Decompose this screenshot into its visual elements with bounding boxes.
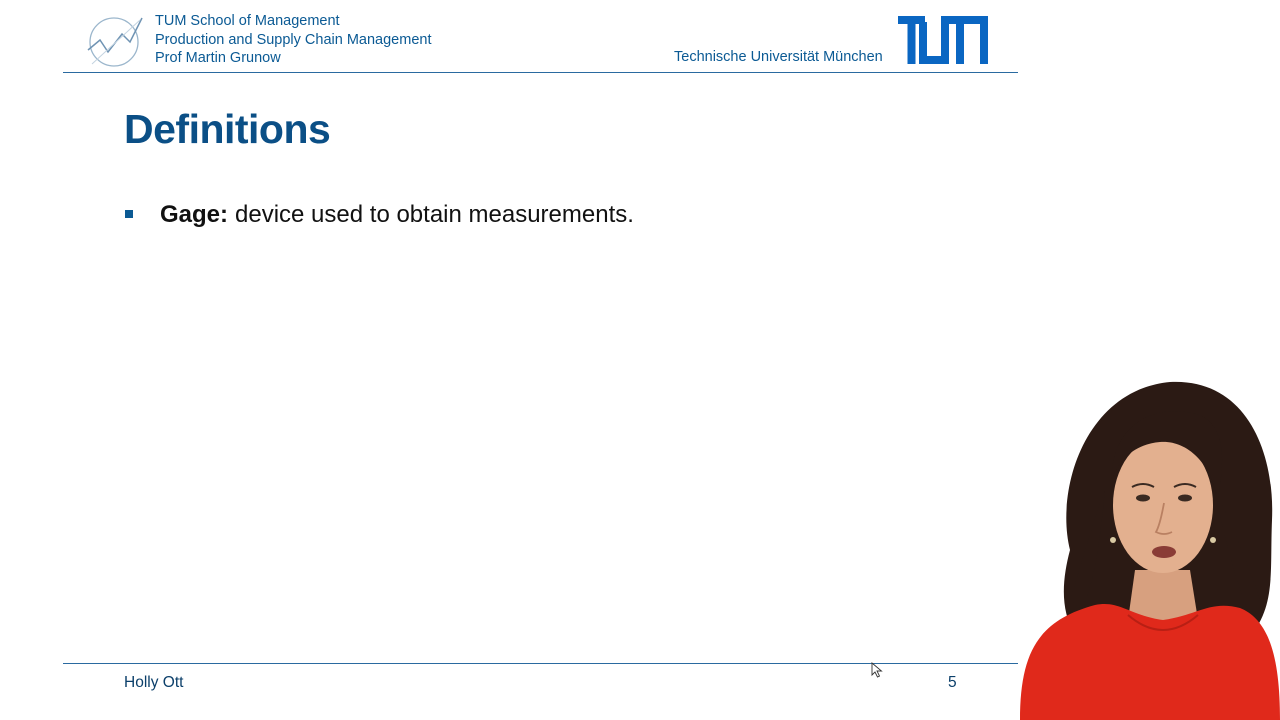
lecture-slide: TUM School of Management Production and … xyxy=(63,12,1018,691)
slide-title: Definitions xyxy=(124,106,331,152)
chair-name: Production and Supply Chain Management xyxy=(155,31,432,48)
header-divider xyxy=(63,72,1018,73)
bullet-square-icon xyxy=(125,210,133,218)
header-affiliation: TUM School of Management Production and … xyxy=(155,12,431,68)
page-number: 5 xyxy=(948,674,957,691)
presenter-video xyxy=(1020,381,1280,720)
bullet-item: Gage: device used to obtain measurements… xyxy=(125,201,634,229)
mouse-cursor-icon xyxy=(871,662,883,678)
university-name: Technische Universität München xyxy=(674,49,883,65)
footer-divider xyxy=(63,663,1018,664)
footer-author: Holly Ott xyxy=(124,674,184,691)
bullet-term: Gage: xyxy=(160,201,229,228)
bullet-definition: device used to obtain measurements. xyxy=(235,201,634,228)
professor-name: Prof Martin Grunow xyxy=(155,50,281,66)
school-name: TUM School of Management xyxy=(155,13,340,29)
tum-som-logo-icon xyxy=(87,17,143,67)
tum-logo-icon xyxy=(898,16,988,64)
